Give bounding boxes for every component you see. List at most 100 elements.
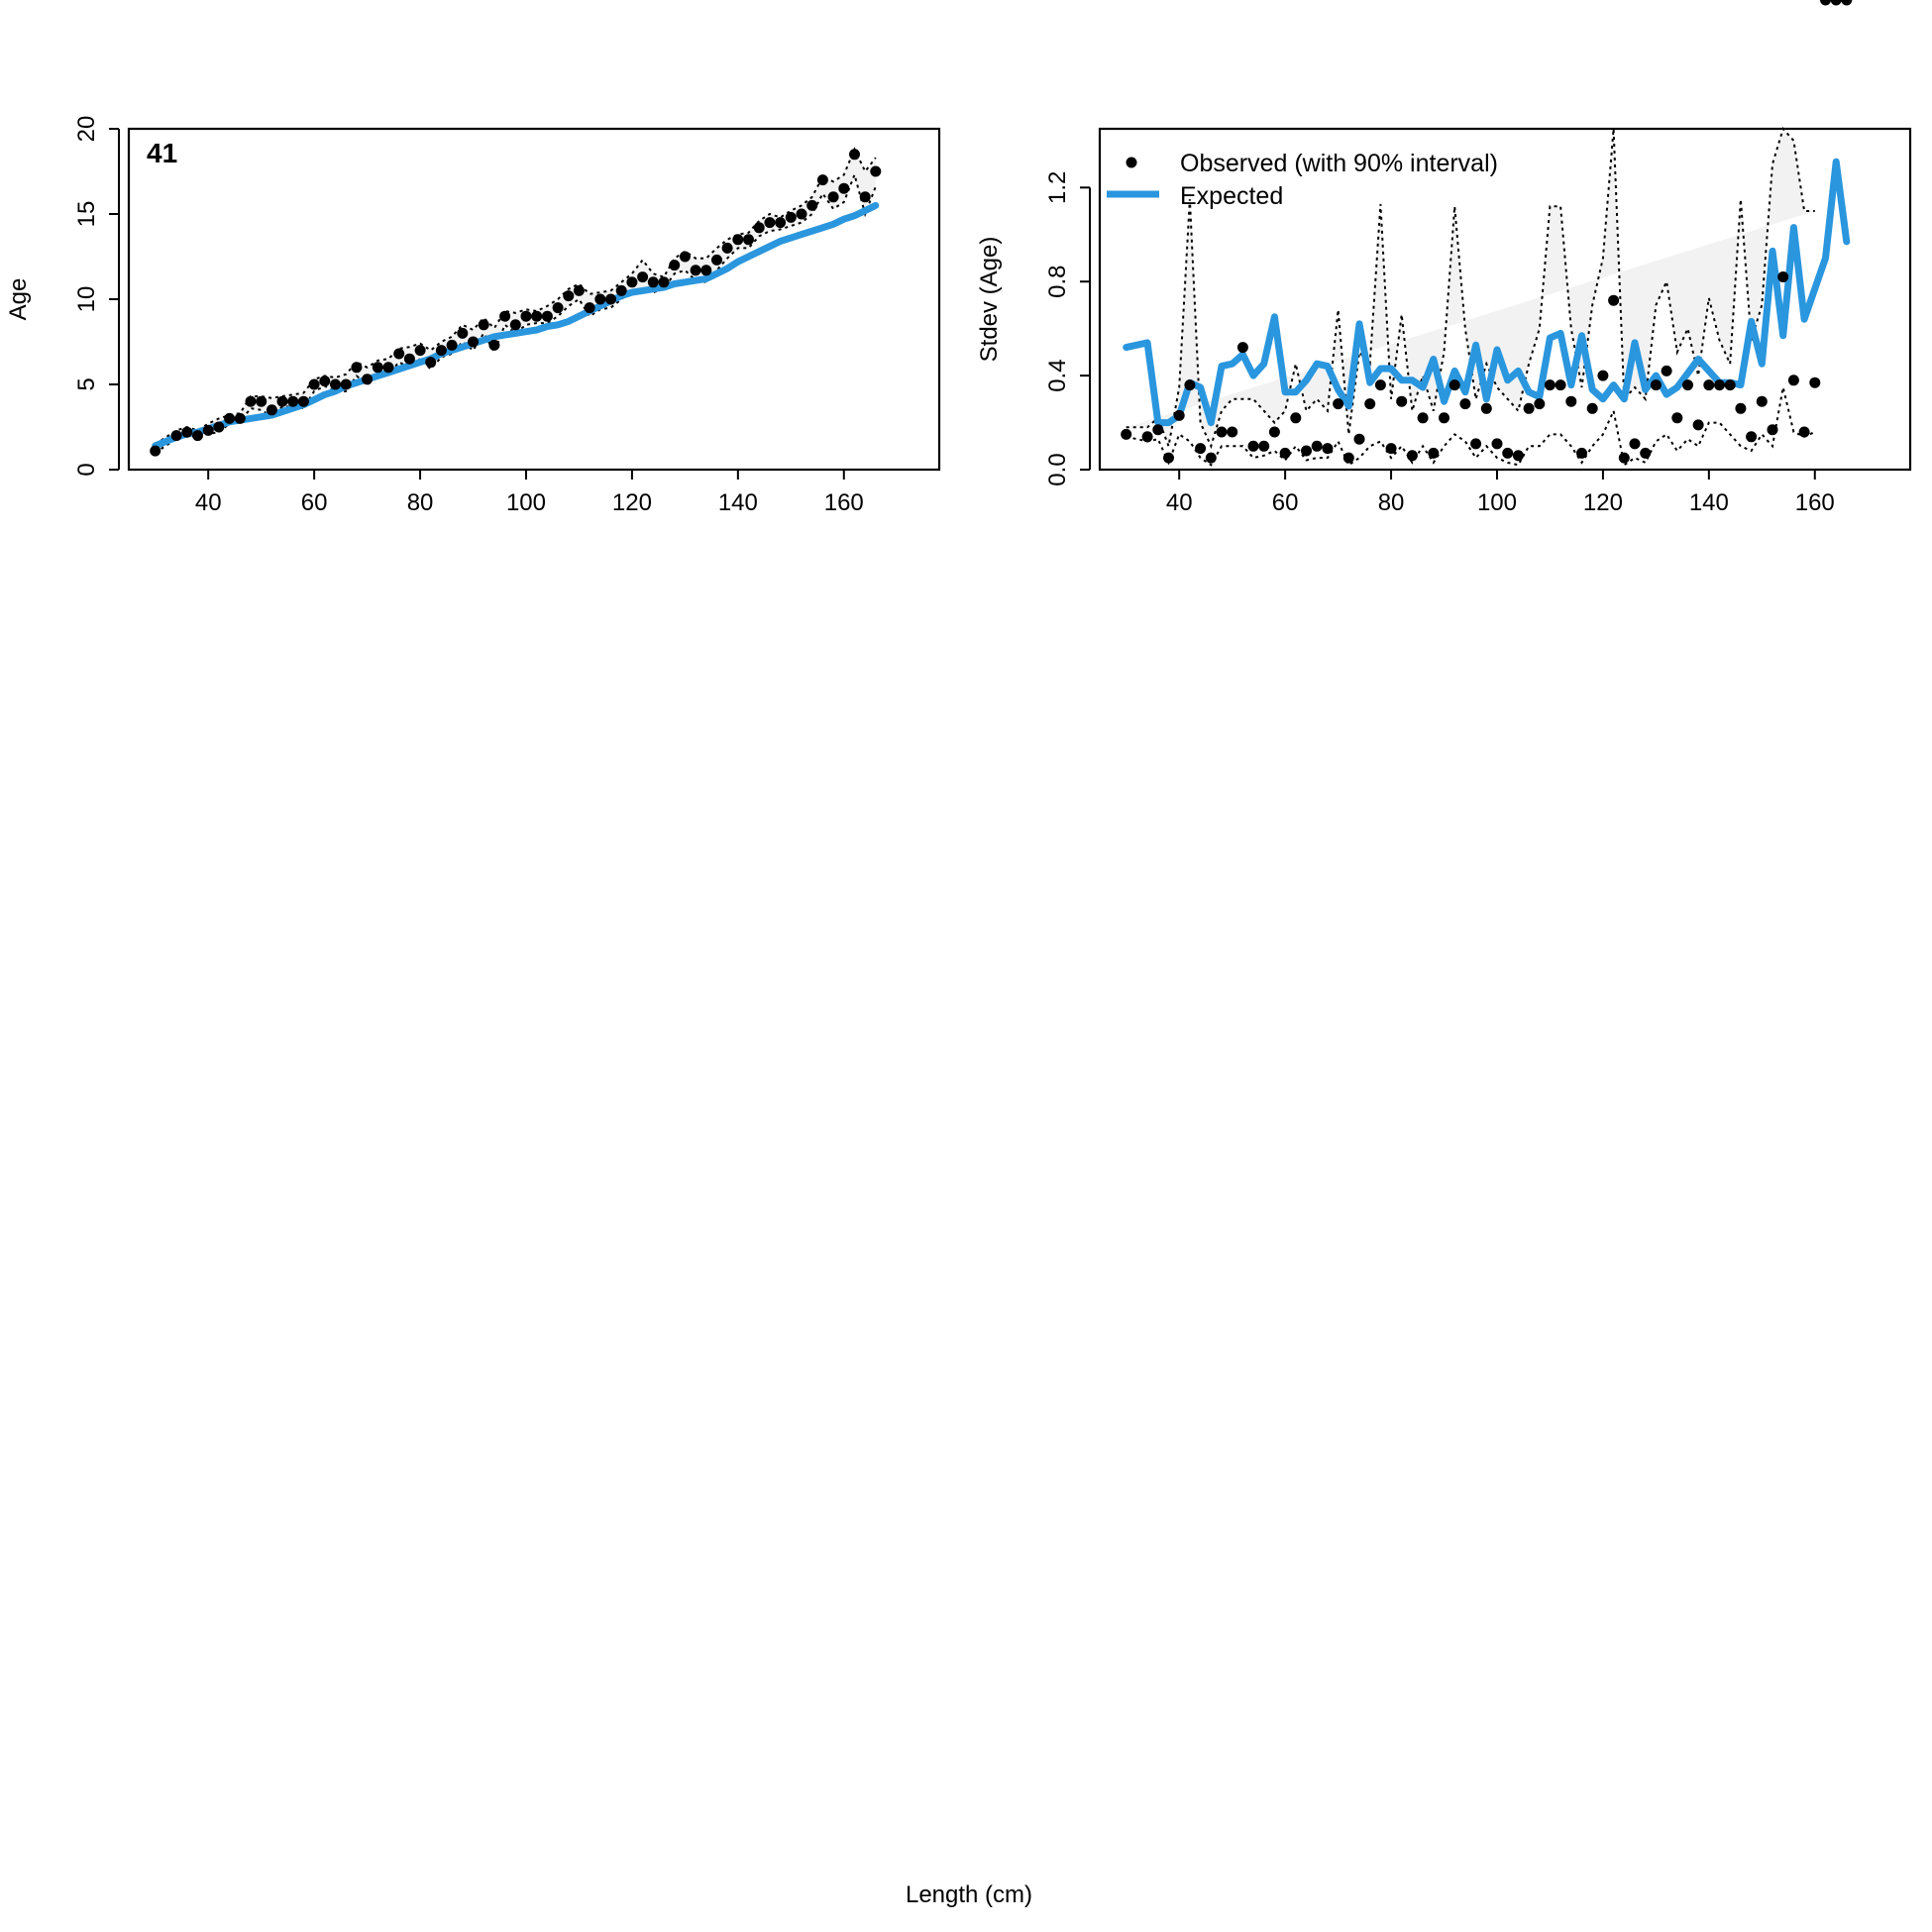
stdev-observed-point: [1396, 395, 1408, 407]
stdev-observed-point: [1618, 452, 1630, 464]
age-observed-point: [615, 284, 627, 296]
age-observed-point: [276, 395, 288, 407]
age-observed-point: [256, 395, 268, 407]
stdev-observed-point: [1459, 398, 1471, 410]
stdev-observed-point: [1820, 0, 1831, 6]
age-x-tick-label: 100: [506, 489, 546, 516]
stdev-x-tick-label: 160: [1795, 489, 1835, 516]
stdev-observed-point: [1163, 452, 1174, 464]
stdev-observed-point: [1353, 433, 1365, 445]
age-observed-point: [658, 276, 670, 288]
age-x-tick-label: 60: [301, 489, 328, 516]
stdev-observed-point: [1385, 443, 1397, 455]
stdev-observed-point: [1141, 431, 1153, 443]
stdev-observed-point: [1830, 0, 1842, 6]
stdev-observed-point: [1576, 447, 1587, 459]
age-observed-point: [531, 310, 543, 322]
age-observed-point: [468, 336, 479, 348]
age-observed-point: [372, 362, 383, 374]
age-observed-point: [785, 211, 797, 223]
age-observed-point: [393, 348, 405, 360]
stdev-panel: 40 60 80 100 120 140 160 0.0 0.4 0.8 1.2 Stdev (Ag…: [976, 0, 1912, 516]
stdev-observed-point: [1787, 375, 1799, 386]
age-observed-point: [838, 182, 850, 194]
stdev-observed-point: [1290, 412, 1302, 424]
stdev-observed-point: [1247, 440, 1259, 452]
stdev-x-tick-label: 60: [1272, 489, 1299, 516]
stdev-upper-interval-line: [1126, 127, 1815, 451]
age-observed-point: [351, 362, 363, 374]
age-observed-point: [446, 339, 458, 351]
stdev-observed-point: [1671, 412, 1683, 424]
age-x-tick-label: 160: [824, 489, 864, 516]
stdev-observed-point: [1777, 271, 1789, 282]
age-observed-point: [499, 310, 511, 322]
age-observed-point: [764, 217, 776, 229]
stdev-observed-point: [1449, 379, 1460, 391]
age-observed-point: [150, 445, 161, 457]
stdev-observed-point: [1756, 395, 1768, 407]
age-observed-point: [711, 254, 722, 266]
age-observed-point: [573, 284, 585, 296]
age-observed-point: [362, 374, 374, 385]
age-observed-point: [849, 149, 860, 161]
age-observed-point: [859, 191, 871, 203]
age-observed-point: [224, 412, 236, 424]
legend: Observed (with 90% interval) Expected: [1107, 150, 1498, 210]
stdev-observed-point: [1640, 447, 1652, 459]
age-observed-point: [637, 271, 649, 283]
stdev-observed-point: [1439, 412, 1449, 424]
age-observed-point: [775, 217, 787, 229]
stdev-x-tick-label: 40: [1166, 489, 1193, 516]
age-observed-point: [816, 174, 828, 186]
stdev-x-tick-label: 140: [1689, 489, 1729, 516]
stdev-x-tick-label: 120: [1583, 489, 1623, 516]
age-observed-point: [806, 199, 818, 211]
age-observed-point: [753, 222, 765, 234]
age-observed-point: [732, 234, 744, 246]
stdev-observed-point: [1121, 428, 1132, 440]
stdev-observed-point: [1322, 443, 1334, 455]
age-observed-point: [700, 265, 712, 276]
stdev-observed-point: [1629, 438, 1641, 450]
stdev-observed-point: [1555, 379, 1566, 391]
stdev-observed-point: [1216, 426, 1228, 438]
age-observed-point: [690, 265, 701, 276]
stdev-y-tick-label: 0.8: [1044, 266, 1071, 298]
age-observed-point: [520, 310, 532, 322]
stdev-observed-point: [1544, 379, 1556, 391]
age-observed-point: [414, 345, 426, 357]
stdev-observed-point: [1195, 443, 1207, 455]
stdev-observed-point: [1480, 402, 1492, 414]
stdev-observed-point: [1650, 379, 1662, 391]
age-y-tick-label: 5: [73, 377, 100, 390]
age-observed-point: [478, 319, 489, 331]
stdev-observed-point: [1342, 452, 1354, 464]
stdev-observed-point: [1428, 447, 1440, 459]
stdev-observed-point: [1417, 412, 1429, 424]
stdev-observed-point: [1227, 426, 1238, 438]
stdev-observed-point: [1268, 426, 1280, 438]
stdev-observed-point: [1184, 379, 1196, 391]
age-panel: 40 60 80 100 120 140 160 0 5 10 15 20 41 Age: [5, 116, 941, 516]
stdev-observed-point: [1258, 440, 1270, 452]
stdev-observed-point: [1311, 440, 1323, 452]
age-observed-point: [509, 319, 521, 331]
age-y-tick-label: 20: [73, 116, 100, 143]
stdev-y-tick-label: 0.4: [1044, 359, 1071, 391]
stdev-observed-point: [1597, 370, 1609, 381]
legend-expected-label: Expected: [1180, 182, 1283, 210]
age-y-axis-title: Age: [5, 278, 32, 321]
age-observed-point: [721, 242, 733, 254]
stdev-observed-point: [1661, 365, 1672, 376]
stdev-observed-point: [1491, 438, 1503, 450]
age-observed-point: [870, 165, 882, 177]
stdev-observed-point: [1714, 379, 1725, 391]
stdev-observed-point: [1608, 294, 1620, 306]
stdev-observed-point: [1767, 424, 1778, 436]
age-observed-point: [245, 395, 257, 407]
stdev-plot-frame: [1098, 127, 1912, 472]
age-observed-point: [796, 208, 807, 220]
age-observed-point: [192, 430, 203, 442]
age-observed-point: [647, 276, 659, 288]
